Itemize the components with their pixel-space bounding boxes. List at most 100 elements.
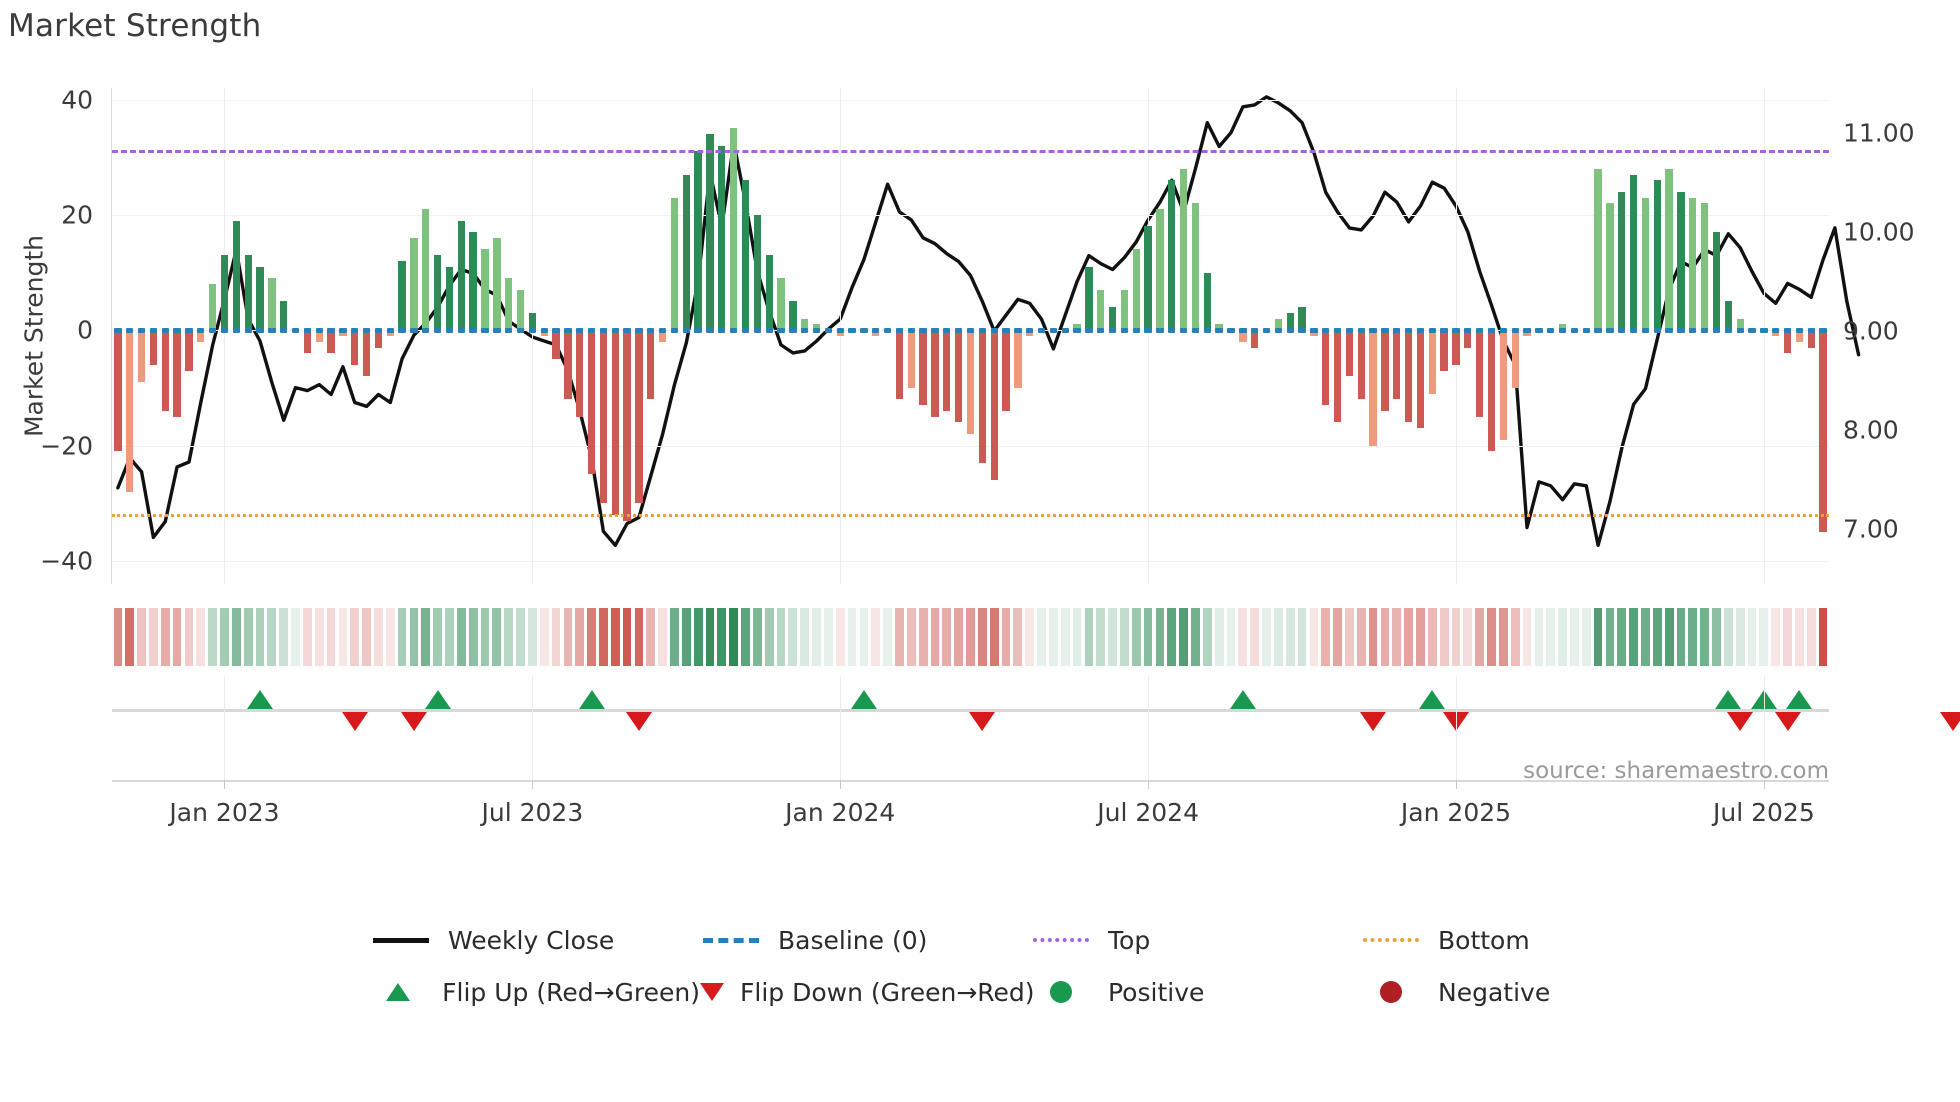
legend-flip-down[interactable]: Flip Down (Green→Red) bbox=[700, 978, 1035, 1007]
strength-bar bbox=[789, 301, 797, 331]
heat-cell bbox=[1120, 608, 1129, 666]
source-attribution: source: sharemaestro.com bbox=[1523, 758, 1829, 784]
baseline-segment bbox=[872, 328, 880, 334]
strength-bar bbox=[1428, 330, 1436, 394]
baseline-segment bbox=[1132, 328, 1140, 334]
vertical-gridline bbox=[224, 676, 226, 742]
heat-cell bbox=[752, 608, 762, 666]
heat-cell bbox=[1262, 608, 1271, 666]
baseline-segment bbox=[1203, 328, 1211, 334]
heat-cell bbox=[314, 608, 324, 666]
legend-flip-up-label: Flip Up (Red→Green) bbox=[442, 977, 700, 1007]
solid-line-icon bbox=[370, 937, 432, 943]
heat-cell bbox=[563, 608, 573, 666]
flip-down-marker bbox=[969, 712, 996, 731]
baseline-segment bbox=[1381, 328, 1389, 334]
baseline-segment bbox=[1712, 328, 1721, 334]
flip-band-axis bbox=[112, 709, 1829, 712]
page-title: Market Strength bbox=[8, 8, 262, 44]
strength-bar bbox=[1416, 330, 1425, 429]
strength-bar bbox=[1097, 289, 1105, 331]
baseline-segment bbox=[137, 328, 146, 334]
strength-bar bbox=[185, 330, 193, 371]
baseline-segment bbox=[1262, 328, 1271, 334]
heat-cell bbox=[539, 608, 549, 666]
vertical-gridline bbox=[840, 742, 842, 780]
strength-bar bbox=[1322, 330, 1330, 406]
baseline-segment bbox=[1594, 328, 1602, 334]
legend-baseline-label: Baseline (0) bbox=[778, 925, 928, 955]
strength-bar bbox=[1772, 330, 1780, 336]
baseline-segment bbox=[410, 328, 418, 334]
strength-bar bbox=[422, 209, 430, 331]
baseline-segment bbox=[1795, 328, 1804, 334]
legend-flip-down-label: Flip Down (Green→Red) bbox=[740, 977, 1035, 1007]
baseline-segment bbox=[1547, 328, 1555, 334]
heat-cell bbox=[480, 608, 490, 666]
heat-cell bbox=[551, 608, 561, 666]
legend-weekly-close[interactable]: Weekly Close bbox=[370, 926, 700, 955]
strength-bar bbox=[268, 278, 276, 331]
baseline-segment bbox=[351, 328, 359, 334]
heat-cell bbox=[1818, 608, 1828, 666]
strength-bar bbox=[1369, 330, 1377, 446]
strength-bar bbox=[623, 330, 631, 521]
heat-cell bbox=[1273, 608, 1283, 666]
gridline bbox=[112, 445, 1829, 447]
y-axis-left-label: Market Strength bbox=[19, 234, 49, 438]
legend-top[interactable]: Top bbox=[1030, 926, 1360, 955]
legend-positive[interactable]: Positive bbox=[1030, 978, 1360, 1007]
baseline-segment bbox=[315, 328, 323, 334]
strength-bar bbox=[765, 255, 773, 331]
legend-negative[interactable]: Negative bbox=[1360, 978, 1550, 1007]
heat-cell bbox=[717, 608, 727, 666]
strength-bar bbox=[978, 330, 986, 463]
baseline-segment bbox=[1570, 328, 1579, 334]
heat-cell bbox=[456, 608, 466, 666]
baseline-segment bbox=[587, 328, 596, 334]
baseline-segment bbox=[528, 328, 537, 334]
baseline-segment bbox=[362, 328, 371, 334]
strength-bar bbox=[931, 330, 939, 417]
flip-down-marker bbox=[1774, 712, 1801, 731]
strength-bar bbox=[670, 197, 679, 331]
strength-bar bbox=[1014, 330, 1022, 388]
heat-cell bbox=[1238, 608, 1248, 666]
baseline-segment bbox=[682, 328, 690, 334]
legend-bottom[interactable]: Bottom bbox=[1360, 926, 1530, 955]
strength-bar bbox=[1132, 249, 1140, 331]
strength-bar bbox=[872, 330, 880, 336]
heat-cell bbox=[1096, 608, 1106, 666]
x-axis-spine bbox=[112, 780, 1829, 782]
baseline-segment bbox=[1120, 328, 1129, 334]
heat-cell bbox=[1001, 608, 1011, 666]
heat-cell bbox=[1416, 608, 1425, 666]
vertical-gridline bbox=[1148, 88, 1150, 584]
strength-bar bbox=[694, 151, 702, 331]
baseline-segment bbox=[623, 328, 631, 334]
baseline-segment bbox=[327, 328, 335, 334]
strength-bar bbox=[1641, 197, 1650, 331]
heat-cell bbox=[421, 608, 431, 666]
x-tick-label: Jul 2023 bbox=[481, 798, 584, 827]
legend-flip-up[interactable]: Flip Up (Red→Green) bbox=[370, 978, 700, 1007]
heat-cell bbox=[1759, 608, 1769, 666]
heat-cell bbox=[575, 608, 585, 666]
dotted-line-purple-icon bbox=[1030, 938, 1092, 942]
baseline-segment bbox=[1274, 328, 1283, 334]
heat-cell bbox=[1084, 608, 1094, 666]
baseline-segment bbox=[765, 328, 773, 334]
heat-cell bbox=[847, 608, 857, 666]
heat-cell bbox=[279, 608, 289, 666]
heat-cell bbox=[1783, 608, 1792, 666]
heat-cell bbox=[468, 608, 478, 666]
baseline-segment bbox=[197, 328, 205, 334]
baseline-segment bbox=[1168, 328, 1176, 334]
strength-bar bbox=[398, 261, 406, 331]
flip-up-marker bbox=[247, 690, 274, 709]
strength-bar bbox=[587, 330, 596, 475]
heat-cell bbox=[835, 608, 845, 666]
strength-bar bbox=[1476, 330, 1484, 417]
legend-baseline[interactable]: Baseline (0) bbox=[700, 926, 1030, 955]
flip-up-marker bbox=[850, 690, 877, 709]
